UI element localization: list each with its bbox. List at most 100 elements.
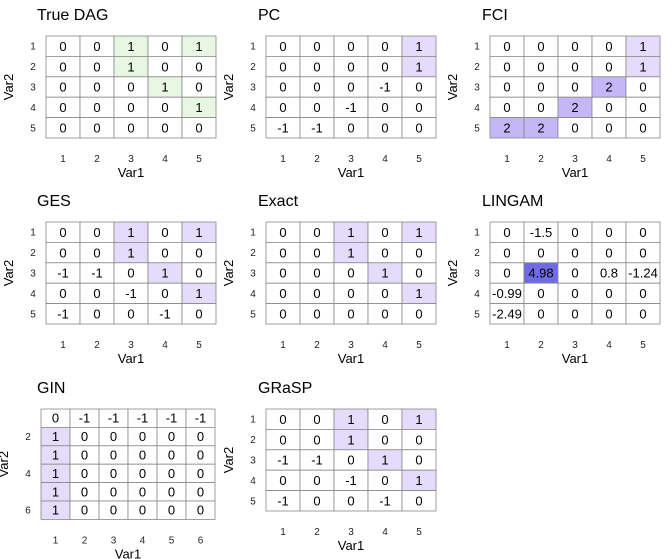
- x-tick-label: 2: [94, 340, 100, 351]
- cell-value-label: 0: [381, 432, 388, 447]
- cell-value-label: 0: [605, 225, 612, 240]
- y-axis-label: Var2: [445, 260, 460, 287]
- cell-value-label: 0: [639, 286, 646, 301]
- cell-value-label: 0: [381, 59, 388, 74]
- cell-value-label: 0: [59, 286, 66, 301]
- x-tick-label: 3: [111, 535, 117, 546]
- cell-value-label: 0: [197, 484, 204, 499]
- cell-value-label: -1.24: [628, 266, 658, 281]
- cell-value-label: 0: [381, 473, 388, 488]
- cell-value-label: 0: [605, 100, 612, 115]
- cell-value-label: 0: [347, 39, 354, 54]
- panel-title: True DAG: [37, 7, 108, 24]
- cell-value-label: 0: [93, 225, 100, 240]
- y-axis-label: Var2: [221, 447, 236, 474]
- cell-value-label: 0: [503, 80, 510, 95]
- y-tick-label: 5: [250, 123, 256, 134]
- cell-value-label: 0: [347, 493, 354, 508]
- x-tick-label: 1: [60, 340, 66, 351]
- cell-value-label: -1.5: [530, 225, 552, 240]
- cell-value-label: 0: [195, 306, 202, 321]
- cell-value-label: 0: [81, 466, 88, 481]
- heatmap-cell: [401, 117, 437, 139]
- cell-value-label: 0: [161, 100, 168, 115]
- cell-value-label: 0: [93, 80, 100, 95]
- cell-value-label: 0: [93, 39, 100, 54]
- y-axis-label: Var2: [221, 74, 236, 101]
- panel-lingam: LINGAM 0 -1.5 0 0 0 0 0 0 0 0 0 4.98 0 0.8 -1.24 -0.99 0 0…: [445, 193, 661, 366]
- x-tick-label: 2: [82, 535, 88, 546]
- y-tick-label: 2: [30, 62, 36, 73]
- cell-value-label: 1: [347, 432, 354, 447]
- cell-value-label: 1: [415, 39, 422, 54]
- cell-value-label: -1: [345, 473, 357, 488]
- cell-value-label: -1: [108, 411, 120, 426]
- y-tick-label: 3: [474, 269, 480, 280]
- y-tick-label: 3: [250, 456, 256, 467]
- y-tick-label: 5: [250, 496, 256, 507]
- y-tick-label: 4: [474, 289, 480, 300]
- cell-value-label: 0: [168, 484, 175, 499]
- cell-value-label: -1: [311, 453, 323, 468]
- x-tick-label: 1: [280, 154, 286, 165]
- cell-value-label: 0: [59, 80, 66, 95]
- y-tick-label: 3: [474, 83, 480, 94]
- cell-value-label: 0: [605, 59, 612, 74]
- cell-value-label: 0: [639, 100, 646, 115]
- cell-value-label: -1: [166, 411, 178, 426]
- cell-value-label: 0: [195, 120, 202, 135]
- cell-value-label: 1: [347, 225, 354, 240]
- cell-value-label: 1: [161, 266, 168, 281]
- cell-value-label: -1: [57, 266, 69, 281]
- cell-value-label: 0: [503, 39, 510, 54]
- cell-value-label: 1: [52, 429, 59, 444]
- y-tick-label: 1: [474, 42, 480, 53]
- cell-value-label: 0: [571, 225, 578, 240]
- cell-value-label: 0: [347, 286, 354, 301]
- y-tick-label: 5: [474, 123, 480, 134]
- cell-value-label: -1: [137, 411, 149, 426]
- y-tick-label: 5: [474, 309, 480, 320]
- cell-value-label: 0: [415, 493, 422, 508]
- cell-value-label: 0: [313, 59, 320, 74]
- panel-ges: GES 0 0 1 0 1 0 0 1 0 0 -1 -1 0 1 0 0 0 -1 0 1 -1 0 0 -1 0 1 2 3 4 5 1 2…: [1, 193, 217, 366]
- y-tick-label: 1: [474, 228, 480, 239]
- cell-value-label: 0: [537, 100, 544, 115]
- cell-value-label: 0: [195, 245, 202, 260]
- cell-value-label: 0: [415, 100, 422, 115]
- cell-value-label: 0: [127, 306, 134, 321]
- cell-value-label: 0: [313, 412, 320, 427]
- x-tick-label: 2: [314, 154, 320, 165]
- cell-value-label: 2: [571, 100, 578, 115]
- y-tick-label: 3: [30, 83, 36, 94]
- cell-value-label: 0: [537, 80, 544, 95]
- cell-value-label: -2.49: [492, 306, 522, 321]
- cell-value-label: 0: [313, 432, 320, 447]
- y-tick-label: 2: [25, 432, 31, 443]
- x-tick-label: 5: [640, 154, 646, 165]
- x-axis-label: Var1: [118, 351, 145, 366]
- cell-value-label: 0: [279, 306, 286, 321]
- cell-value-label: 0: [639, 80, 646, 95]
- cell-value-label: 0: [197, 466, 204, 481]
- cell-value-label: 0: [81, 503, 88, 518]
- cell-value-label: 0: [605, 245, 612, 260]
- cell-value-label: 0: [571, 39, 578, 54]
- cell-value-label: 0: [605, 120, 612, 135]
- panel-true-dag: True DAG 0 0 1 0 1 0 0 1 0 0 0 0 0 1 0 0 0 0 0 1 0 0 0 0 0 1 2 3 4 5 1 2…: [1, 7, 217, 180]
- x-axis-label: Var1: [338, 538, 365, 553]
- cell-value-label: 0: [59, 120, 66, 135]
- cell-value-label: 1: [52, 466, 59, 481]
- y-axis-label: Var2: [445, 74, 460, 101]
- cell-value-label: 1: [347, 245, 354, 260]
- cell-value-label: -1: [91, 266, 103, 281]
- cell-value-label: 0: [139, 466, 146, 481]
- cell-value-label: 0: [195, 80, 202, 95]
- x-tick-label: 4: [162, 154, 168, 165]
- cell-value-label: 1: [195, 39, 202, 54]
- cell-value-label: 1: [52, 448, 59, 463]
- cell-value-label: 1: [127, 225, 134, 240]
- x-tick-label: 5: [196, 340, 202, 351]
- y-tick-label: 5: [250, 309, 256, 320]
- cell-value-label: 0: [571, 266, 578, 281]
